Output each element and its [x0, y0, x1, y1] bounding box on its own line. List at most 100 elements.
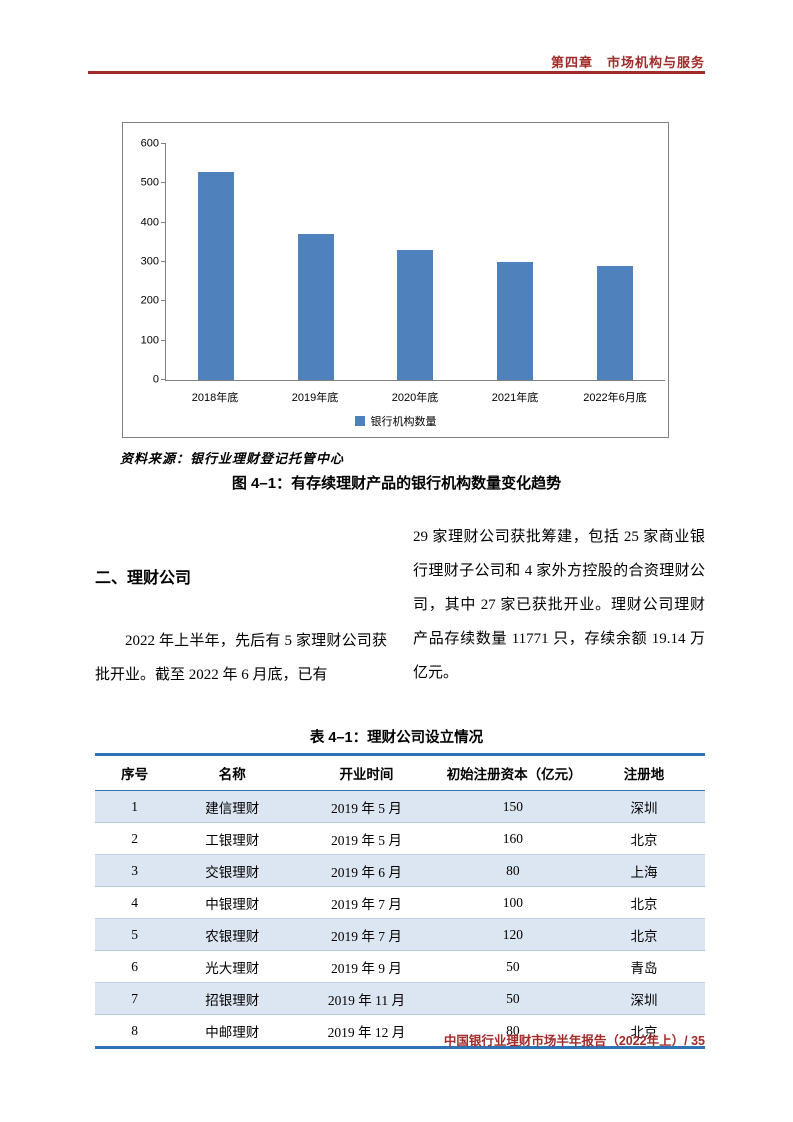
figure-caption: 图 4–1：有存续理财产品的银行机构数量变化趋势 — [231, 475, 562, 492]
page-footer: 中国银行业理财市场半年报告（2022年上）/ 35 — [443, 1034, 705, 1048]
bar-2018年底 — [197, 172, 234, 380]
bar-2020年底 — [397, 250, 434, 380]
x-axis-label: 2021年底 — [491, 392, 539, 404]
table-cell: 150 — [442, 790, 583, 823]
table-cell: 深圳 — [582, 790, 705, 823]
table-cell: 6 — [95, 950, 175, 983]
bar-2021年底 — [497, 261, 534, 380]
table-row: 5 农银理财 2019 年 7 月 120 北京 — [95, 918, 705, 951]
table-cell: 2019 年 11 月 — [290, 982, 443, 1015]
table-cell: 120 — [442, 918, 583, 951]
bar-slot — [166, 144, 266, 380]
legend-label: 银行机构数量 — [370, 416, 437, 428]
bar-slot — [565, 144, 665, 380]
table-cell: 5 — [95, 918, 175, 951]
table-cell: 8 — [131, 1022, 139, 1038]
table-cell: 80 — [442, 854, 583, 887]
y-axis-tick-label: 0 — [152, 373, 159, 386]
table-header-row: 序号 名称 开业时间 初始注册资本（亿元） 注册地 — [95, 754, 705, 791]
y-axis-tick — [161, 379, 166, 380]
x-axis-label: 2018年底 — [191, 392, 239, 404]
table-cell: 50 — [442, 982, 583, 1015]
table-cell: 上海 — [582, 854, 705, 887]
table-cell: 2019 年 6 月 — [290, 854, 443, 887]
bar-slot — [266, 144, 366, 380]
chapter-header: 第四章 市场机构与服务 — [550, 55, 705, 70]
table-cell: 北京 — [582, 822, 705, 855]
table-row: 8 中邮理财 2019 年 12 月 80 北京 — [95, 1014, 705, 1048]
table-cell: 2019 年 12 月 — [327, 1024, 406, 1040]
table-cell: 中邮理财 — [205, 1024, 260, 1040]
y-axis-tick — [161, 221, 166, 223]
y-axis-tick — [161, 143, 166, 144]
table-cell: 青岛 — [582, 950, 705, 983]
chart-plot-area: 0 100 200 300 400 500 600 — [141, 138, 665, 385]
table-cell: 2 — [95, 822, 175, 855]
header-rule — [88, 71, 705, 74]
table-cell: 中银理财 — [174, 886, 291, 919]
bar-slot — [366, 144, 466, 380]
table-row: 2 工银理财 2019 年 5 月 160 北京 — [95, 822, 705, 855]
y-axis-tick-label: 600 — [140, 137, 159, 150]
table-cell: 2019 年 9 月 — [290, 950, 443, 983]
table-row: 3 交银理财 2019 年 6 月 80 上海 — [95, 854, 705, 887]
chart-legend: 银行机构数量 — [123, 413, 668, 429]
table-cell: 深圳 — [582, 982, 705, 1015]
table-caption: 表 4–1：理财公司设立情况 — [309, 730, 484, 746]
y-axis-tick — [161, 300, 166, 302]
y-axis-tick — [161, 339, 166, 341]
body-text-columns: 二、理财公司 2022 年上半年，先后有 5 家理财公司获批开业。截至 2022… — [95, 520, 705, 692]
y-axis-tick-label: 300 — [140, 255, 159, 268]
x-axis-label: 2022年6月底 — [583, 392, 647, 404]
left-paragraph: 2022 年上半年，先后有 5 家理财公司获批开业。截至 2022 年 6 月底… — [95, 633, 387, 683]
table-cell: 3 — [95, 854, 175, 887]
column-header: 开业时间 — [290, 754, 443, 791]
x-axis-label: 2020年底 — [391, 392, 439, 404]
y-axis-tick-label: 100 — [140, 334, 159, 347]
column-header: 注册地 — [582, 754, 705, 791]
company-setup-table: 序号 名称 开业时间 初始注册资本（亿元） 注册地 1 建信理财 2019 年 5 月 150… — [95, 753, 705, 1049]
bar-2022年6月底 — [597, 265, 634, 380]
table-cell: 北京 — [630, 1024, 658, 1040]
table-row: 6 光大理财 2019 年 9 月 50 青岛 — [95, 950, 705, 983]
table-cell: 2019 年 7 月 — [290, 918, 443, 951]
table-row: 7 招银理财 2019 年 11 月 50 深圳 — [95, 982, 705, 1015]
y-axis-tick — [161, 182, 166, 184]
y-axis-tick-label: 500 — [140, 176, 159, 189]
table-cell: 7 — [95, 982, 175, 1015]
table-cell: 80 — [506, 1022, 520, 1038]
column-header: 初始注册资本（亿元） — [442, 754, 583, 791]
table-cell: 招银理财 — [174, 982, 291, 1015]
bar-chart-figure: 0 100 200 300 400 500 600 2018年底 2019年底 2020年底 20… — [122, 122, 669, 438]
right-column: 29 家理财公司获批筹建，包括 25 家商业银行理财子公司和 4 家外方控股的合… — [413, 520, 705, 692]
bar-2019年底 — [297, 234, 334, 380]
right-paragraph: 29 家理财公司获批筹建，包括 25 家商业银行理财子公司和 4 家外方控股的合… — [413, 529, 705, 681]
table-cell: 160 — [442, 822, 583, 855]
section-heading: 二、理财公司 — [95, 570, 192, 587]
table-cell: 建信理财 — [174, 790, 291, 823]
table-cell: 农银理财 — [174, 918, 291, 951]
table-cell: 2019 年 5 月 — [290, 822, 443, 855]
y-axis-tick-label: 200 — [140, 294, 159, 307]
legend-swatch-icon — [354, 416, 365, 426]
column-header: 名称 — [174, 754, 291, 791]
table-cell: 50 — [442, 950, 583, 983]
table-cell: 4 — [95, 886, 175, 919]
table-cell: 光大理财 — [174, 950, 291, 983]
x-axis-labels: 2018年底 2019年底 2020年底 2021年底 2022年6月底 — [165, 389, 665, 405]
table-cell: 北京 — [582, 886, 705, 919]
table-cell: 北京 — [582, 918, 705, 951]
table-cell: 100 — [442, 886, 583, 919]
column-header: 序号 — [95, 754, 175, 791]
table-row: 1 建信理财 2019 年 5 月 150 深圳 — [95, 790, 705, 823]
table-cell: 工银理财 — [174, 822, 291, 855]
table-row: 4 中银理财 2019 年 7 月 100 北京 — [95, 886, 705, 919]
table-cell: 1 — [95, 790, 175, 823]
table-cell: 交银理财 — [174, 854, 291, 887]
y-axis-tick-label: 400 — [140, 216, 159, 229]
figure-source-note: 资料来源：银行业理财登记托管中心 — [120, 451, 345, 466]
left-column: 二、理财公司 2022 年上半年，先后有 5 家理财公司获批开业。截至 2022… — [95, 520, 387, 692]
table-cell: 2019 年 7 月 — [290, 886, 443, 919]
bar-slot — [465, 144, 565, 380]
